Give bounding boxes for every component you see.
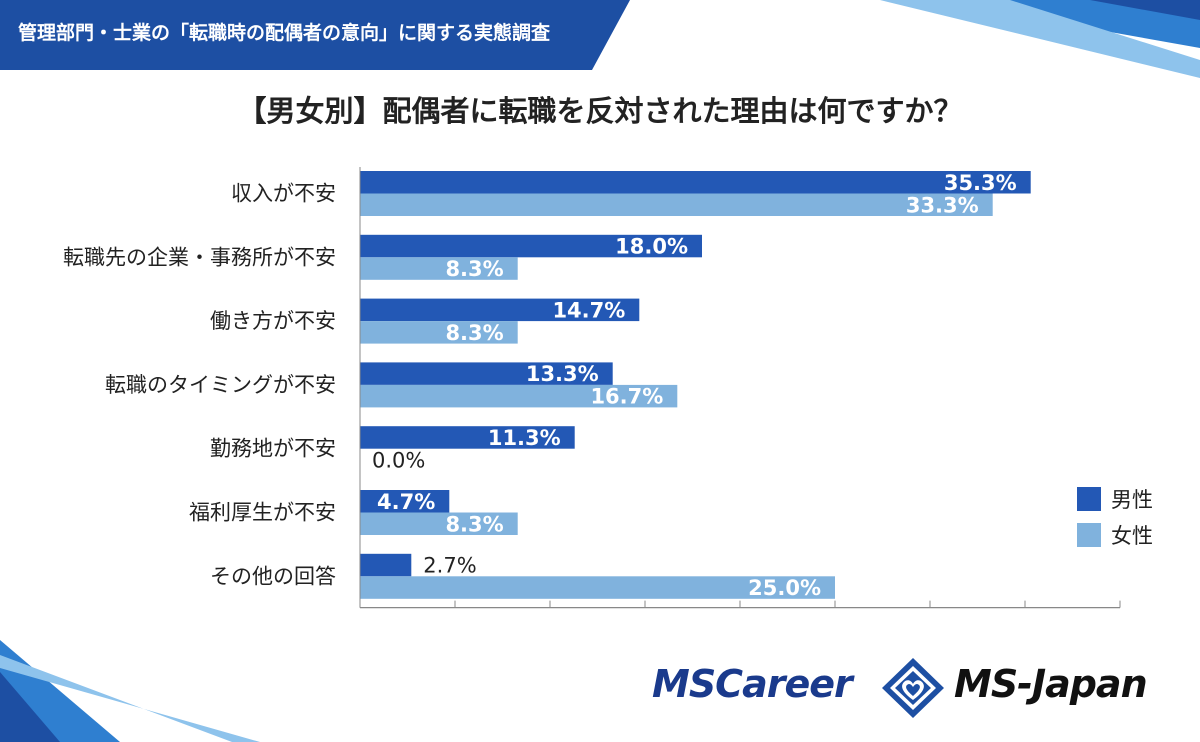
bar-female <box>360 193 993 216</box>
bar-male <box>360 553 412 577</box>
data-label: 35.3% <box>944 171 1017 195</box>
data-label: 33.3% <box>906 193 979 217</box>
category-label: 収入が不安 <box>231 182 336 206</box>
bar-male <box>360 362 613 385</box>
bar-female <box>360 257 518 280</box>
logo-mscareer-text: MSCareer <box>652 662 853 706</box>
category-label: 福利厚生が不安 <box>189 501 336 525</box>
legend-swatch-female <box>1077 523 1101 547</box>
diamond-heart-icon <box>882 658 944 718</box>
legend-label: 女性 <box>1111 524 1153 548</box>
bar-female <box>360 576 835 599</box>
category-label: その他の回答 <box>210 564 336 588</box>
bar-female <box>360 512 518 535</box>
bar-female <box>360 321 518 344</box>
bar-female <box>360 384 678 408</box>
category-label: 転職のタイミングが不安 <box>105 373 336 397</box>
bar-male <box>360 298 640 322</box>
data-label: 11.3% <box>488 426 561 450</box>
bar-male <box>360 171 1031 194</box>
bar-male <box>360 234 702 258</box>
logo-msjapan-text: MS-Japan <box>954 662 1148 706</box>
data-label: 13.3% <box>526 362 599 386</box>
category-label: 働き方が不安 <box>210 309 336 333</box>
data-label: 8.3% <box>445 512 503 536</box>
data-label: 8.3% <box>445 257 503 281</box>
bar-male <box>360 490 450 513</box>
legend-label: 男性 <box>1111 488 1153 512</box>
data-label: 8.3% <box>445 321 503 345</box>
category-label: 転職先の企業・事務所が不安 <box>63 245 336 269</box>
header-text: 管理部門・士業の「転職時の配偶者の意向」に関する実態調査 <box>18 22 551 44</box>
data-label: 2.7% <box>423 554 476 578</box>
legend-swatch-male <box>1077 487 1101 511</box>
data-label: 16.7% <box>590 385 663 409</box>
company-logo: MSCareer MS-Japan <box>652 656 1162 720</box>
data-label: 14.7% <box>552 298 625 322</box>
data-label: 18.0% <box>615 235 688 259</box>
data-label: 0.0% <box>372 448 425 472</box>
header-banner: 管理部門・士業の「転職時の配偶者の意向」に関する実態調査 <box>0 0 630 70</box>
data-label: 4.7% <box>377 490 435 514</box>
category-label: 勤務地が不安 <box>210 437 336 461</box>
data-label: 25.0% <box>748 576 821 600</box>
bar-male <box>360 426 575 449</box>
chart-title: 【男女別】配偶者に転職を反対された理由は何ですか？ <box>237 94 963 128</box>
